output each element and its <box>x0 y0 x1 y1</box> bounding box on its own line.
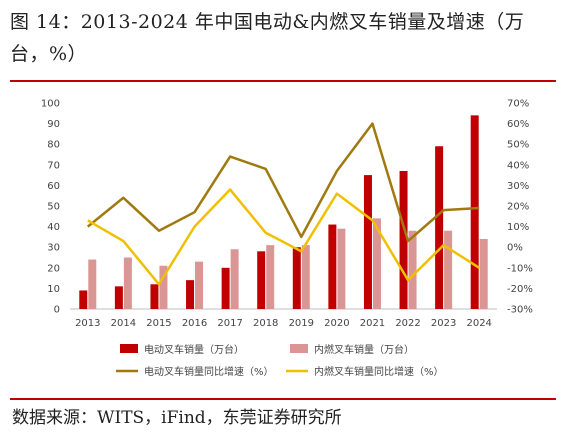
y-left-tick-label: 0 <box>54 305 60 316</box>
y-right-tick-label: 20% <box>507 202 529 213</box>
ice-sales-bar <box>479 238 488 309</box>
y-left-tick-label: 50 <box>47 202 60 213</box>
y-left-tick-label: 90 <box>47 119 60 130</box>
ice-sales-bar <box>408 230 417 309</box>
x-tick-label: 2021 <box>360 318 385 329</box>
y-right-tick-label: -20% <box>507 284 533 295</box>
x-tick-label: 2013 <box>75 318 100 329</box>
ice-sales-bar <box>372 218 381 309</box>
x-tick-label: 2015 <box>146 318 171 329</box>
y-left-tick-label: 10 <box>47 284 60 295</box>
ev-growth-line <box>87 122 480 243</box>
x-tick-label: 2019 <box>289 318 314 329</box>
y-right-tick-label: 40% <box>507 160 529 171</box>
y-right-tick-label: 50% <box>507 140 529 151</box>
ev-sales-bar <box>150 284 159 309</box>
ice-sales-bar <box>195 261 204 309</box>
y-right-tick-label: 70% <box>507 99 529 110</box>
x-tick-label: 2023 <box>431 318 456 329</box>
y-right-tick-label: 60% <box>507 119 529 130</box>
y-left-tick-label: 80 <box>47 140 60 151</box>
ice-sales-bar <box>123 257 132 309</box>
legend-swatch <box>120 344 138 353</box>
ice-sales-bar <box>230 249 239 309</box>
y-left-tick-label: 30 <box>47 243 60 254</box>
ice-growth-line <box>87 188 480 286</box>
ice-sales-bar <box>301 245 310 309</box>
bottom-rule <box>10 398 556 400</box>
x-tick-label: 2017 <box>217 318 242 329</box>
ev-sales-bar <box>470 115 479 309</box>
y-right-tick-label: 30% <box>507 181 529 192</box>
ice-sales-bar <box>266 245 275 309</box>
ev-sales-bar <box>221 267 230 309</box>
ev-sales-bar <box>399 170 408 309</box>
x-tick-label: 2022 <box>395 318 420 329</box>
y-left-tick-label: 60 <box>47 181 60 192</box>
ice-sales-bar <box>444 230 453 309</box>
y-right-tick-label: 10% <box>507 222 529 233</box>
ice-sales-bar <box>88 259 97 309</box>
figure-title: 图 14：2013-2024 年中国电动&内燃叉车销量及增速（万台，%） <box>10 11 525 65</box>
legend-label: 内燃叉车销量同比增速（%） <box>314 365 444 378</box>
y-right-tick-label: 0% <box>507 243 523 254</box>
top-rule <box>10 80 556 82</box>
ice-sales-bar <box>337 228 346 309</box>
ev-sales-bar <box>363 175 372 309</box>
ev-sales-bar <box>435 146 444 309</box>
y-left-tick-label: 40 <box>47 222 60 233</box>
legend-label: 内燃叉车销量（万台） <box>314 343 414 356</box>
ev-sales-bar <box>292 247 301 309</box>
y-left-tick-label: 70 <box>47 160 60 171</box>
source-note: 数据来源：WITS，iFind，东莞证券研究所 <box>12 408 342 428</box>
ev-sales-bar <box>186 280 195 309</box>
x-tick-label: 2020 <box>324 318 349 329</box>
legend-label: 电动叉车销量（万台） <box>144 343 244 356</box>
y-left-tick-label: 20 <box>47 263 60 274</box>
legend-swatch <box>290 344 308 353</box>
legend-label: 电动叉车销量同比增速（%） <box>144 365 274 378</box>
x-tick-label: 2014 <box>111 318 136 329</box>
y-right-tick-label: -30% <box>507 305 533 316</box>
y-left-tick-label: 100 <box>41 99 60 110</box>
ev-sales-bar <box>79 290 88 309</box>
x-tick-label: 2024 <box>466 318 491 329</box>
x-tick-label: 2018 <box>253 318 278 329</box>
ice-sales-bar <box>159 265 168 309</box>
y-right-tick-label: -10% <box>507 263 533 274</box>
ev-sales-bar <box>328 224 337 309</box>
ev-sales-bar <box>257 251 266 309</box>
x-tick-label: 2016 <box>182 318 207 329</box>
ev-sales-bar <box>114 286 123 309</box>
